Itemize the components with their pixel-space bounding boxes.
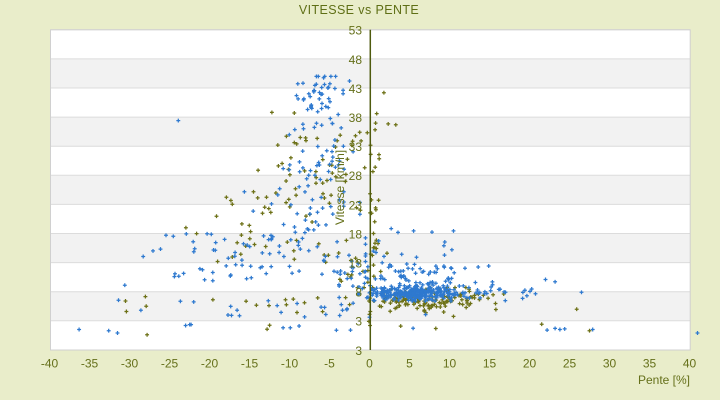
svg-text:0: 0 [366, 357, 373, 371]
svg-text:3: 3 [355, 315, 362, 329]
svg-text:33: 33 [349, 140, 363, 154]
svg-text:5: 5 [406, 357, 413, 371]
svg-text:-5: -5 [324, 357, 335, 371]
svg-text:-10: -10 [281, 357, 299, 371]
svg-text:48: 48 [349, 53, 363, 67]
svg-text:8: 8 [355, 286, 362, 300]
svg-text:23: 23 [349, 198, 363, 212]
svg-text:-20: -20 [201, 357, 219, 371]
svg-text:43: 43 [349, 82, 363, 96]
svg-text:18: 18 [349, 227, 363, 241]
svg-text:-15: -15 [241, 357, 259, 371]
svg-text:35: 35 [643, 357, 657, 371]
svg-text:53: 53 [349, 24, 363, 38]
svg-text:Pente [%]: Pente [%] [638, 373, 690, 387]
svg-text:40: 40 [683, 357, 697, 371]
svg-text:-40: -40 [41, 357, 59, 371]
svg-text:20: 20 [523, 357, 537, 371]
svg-text:10: 10 [443, 357, 457, 371]
svg-text:15: 15 [483, 357, 497, 371]
svg-text:Vitesse [km/h]: Vitesse [km/h] [333, 150, 347, 225]
svg-text:28: 28 [349, 169, 363, 183]
svg-text:-30: -30 [121, 357, 139, 371]
svg-text:VITESSE vs PENTE: VITESSE vs PENTE [299, 3, 419, 17]
svg-text:30: 30 [603, 357, 617, 371]
svg-text:38: 38 [349, 111, 363, 125]
svg-text:13: 13 [349, 257, 363, 271]
svg-text:25: 25 [563, 357, 577, 371]
svg-text:-35: -35 [81, 357, 99, 371]
svg-text:3: 3 [355, 344, 362, 358]
svg-text:-25: -25 [161, 357, 179, 371]
